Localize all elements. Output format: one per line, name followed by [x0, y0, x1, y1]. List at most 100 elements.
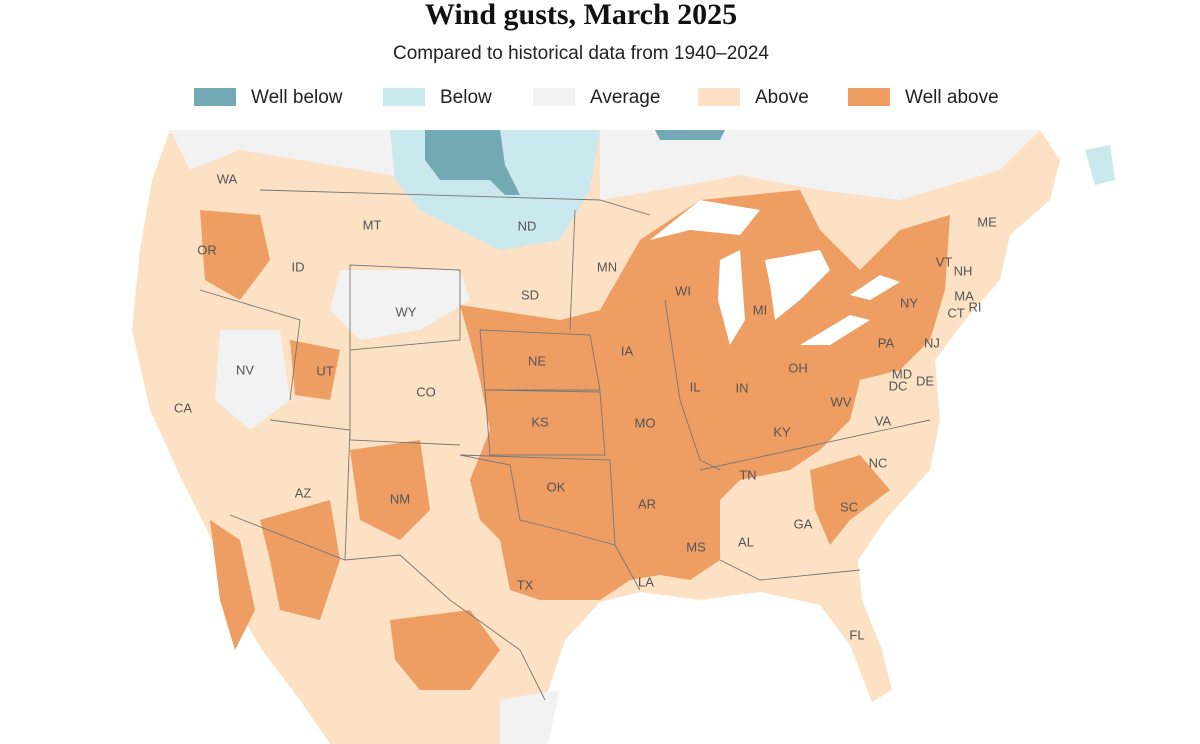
- state-label: MI: [753, 302, 767, 317]
- state-label: UT: [316, 363, 333, 378]
- state-label: VT: [936, 254, 953, 269]
- state-label: MS: [686, 539, 706, 554]
- state-label: WA: [217, 171, 238, 186]
- state-label: NC: [869, 455, 888, 470]
- state-label: NM: [390, 491, 410, 506]
- state-label: OK: [547, 479, 566, 494]
- title: Wind gusts, March 2025: [425, 0, 737, 31]
- state-label: MD: [892, 366, 912, 381]
- legend-label: Well below: [251, 87, 343, 108]
- legend-swatch: [848, 88, 890, 106]
- average-area: [215, 330, 290, 430]
- state-label: WI: [675, 283, 691, 298]
- border-line: [269, 419, 351, 561]
- map: [132, 130, 1115, 744]
- border-line: [699, 419, 931, 471]
- state-label: OR: [197, 242, 217, 257]
- state-label: FL: [849, 627, 864, 642]
- lake: [718, 250, 745, 345]
- lake: [800, 315, 870, 345]
- state-label: NV: [236, 362, 254, 377]
- state-label: OH: [788, 360, 808, 375]
- state-label: ND: [518, 218, 537, 233]
- well-below-area: [425, 130, 520, 195]
- border-line: [479, 329, 601, 391]
- well-above-area: [350, 440, 430, 540]
- border-line: [229, 514, 546, 701]
- well-above-area: [290, 340, 340, 400]
- legend-swatch: [698, 88, 740, 106]
- state-label: ID: [292, 259, 305, 274]
- state-label: NE: [528, 353, 546, 368]
- border-line: [569, 209, 576, 331]
- border-line: [664, 299, 721, 471]
- state-label: AZ: [295, 485, 312, 500]
- border-line: [484, 389, 606, 456]
- state-label: NY: [900, 295, 918, 310]
- state-label: MT: [363, 217, 382, 232]
- state-label: ME: [977, 214, 997, 229]
- state-label: TX: [517, 577, 534, 592]
- legend-swatch: [533, 88, 575, 106]
- state-label: MA: [954, 288, 974, 303]
- state-label: PA: [878, 335, 895, 350]
- legend: Well below Below Average Above Well above: [194, 87, 999, 108]
- border-line: [349, 264, 461, 351]
- state-label: MO: [635, 415, 656, 430]
- well-below-area: [655, 130, 725, 140]
- average-area: [170, 130, 420, 180]
- border-line: [459, 454, 616, 546]
- state-label: SC: [840, 499, 858, 514]
- state-label: TN: [739, 467, 756, 482]
- border-line: [199, 289, 301, 401]
- state-label: IN: [736, 380, 749, 395]
- state-label: WV: [831, 394, 852, 409]
- state-label: WY: [396, 304, 417, 319]
- state-label: DC: [889, 378, 908, 393]
- state-label: CA: [174, 400, 192, 415]
- legend-label: Below: [440, 87, 492, 108]
- border-line: [614, 544, 641, 591]
- legend-label: Well above: [905, 87, 999, 108]
- state-label: CO: [416, 384, 436, 399]
- state-label: SD: [521, 287, 539, 302]
- well-above-area: [390, 610, 500, 690]
- well-above-area: [810, 455, 890, 545]
- well-above-area: [260, 500, 340, 620]
- lake: [650, 200, 760, 240]
- state-label: NH: [954, 263, 973, 278]
- state-label: VA: [875, 413, 892, 428]
- legend-swatch: [194, 88, 236, 106]
- well-above-area: [200, 210, 270, 300]
- state-label: GA: [794, 516, 813, 531]
- average-area: [500, 690, 560, 744]
- borders: [199, 189, 931, 701]
- well-above-area: [210, 520, 255, 650]
- state-label: AR: [638, 496, 656, 511]
- average-area: [330, 270, 470, 340]
- below-area: [1085, 145, 1115, 185]
- state-label: AL: [738, 534, 754, 549]
- state-label: DE: [916, 373, 934, 388]
- legend-label: Average: [590, 87, 660, 108]
- state-label: IA: [621, 343, 634, 358]
- legend-label: Above: [755, 87, 809, 108]
- subtitle: Compared to historical data from 1940–20…: [393, 43, 769, 64]
- legend-swatch: [383, 88, 425, 106]
- lakes: [650, 200, 900, 345]
- state-label: KS: [531, 414, 549, 429]
- state-label: IL: [690, 379, 701, 394]
- border-line: [719, 559, 861, 581]
- well-above-area: [460, 190, 950, 600]
- state-label: RI: [969, 299, 982, 314]
- border-line: [259, 189, 651, 216]
- state-label: CT: [947, 305, 964, 320]
- state-label: MN: [597, 259, 617, 274]
- lake: [765, 250, 830, 320]
- state-label: NJ: [924, 335, 940, 350]
- average-area: [600, 130, 1040, 200]
- state-label: KY: [773, 424, 791, 439]
